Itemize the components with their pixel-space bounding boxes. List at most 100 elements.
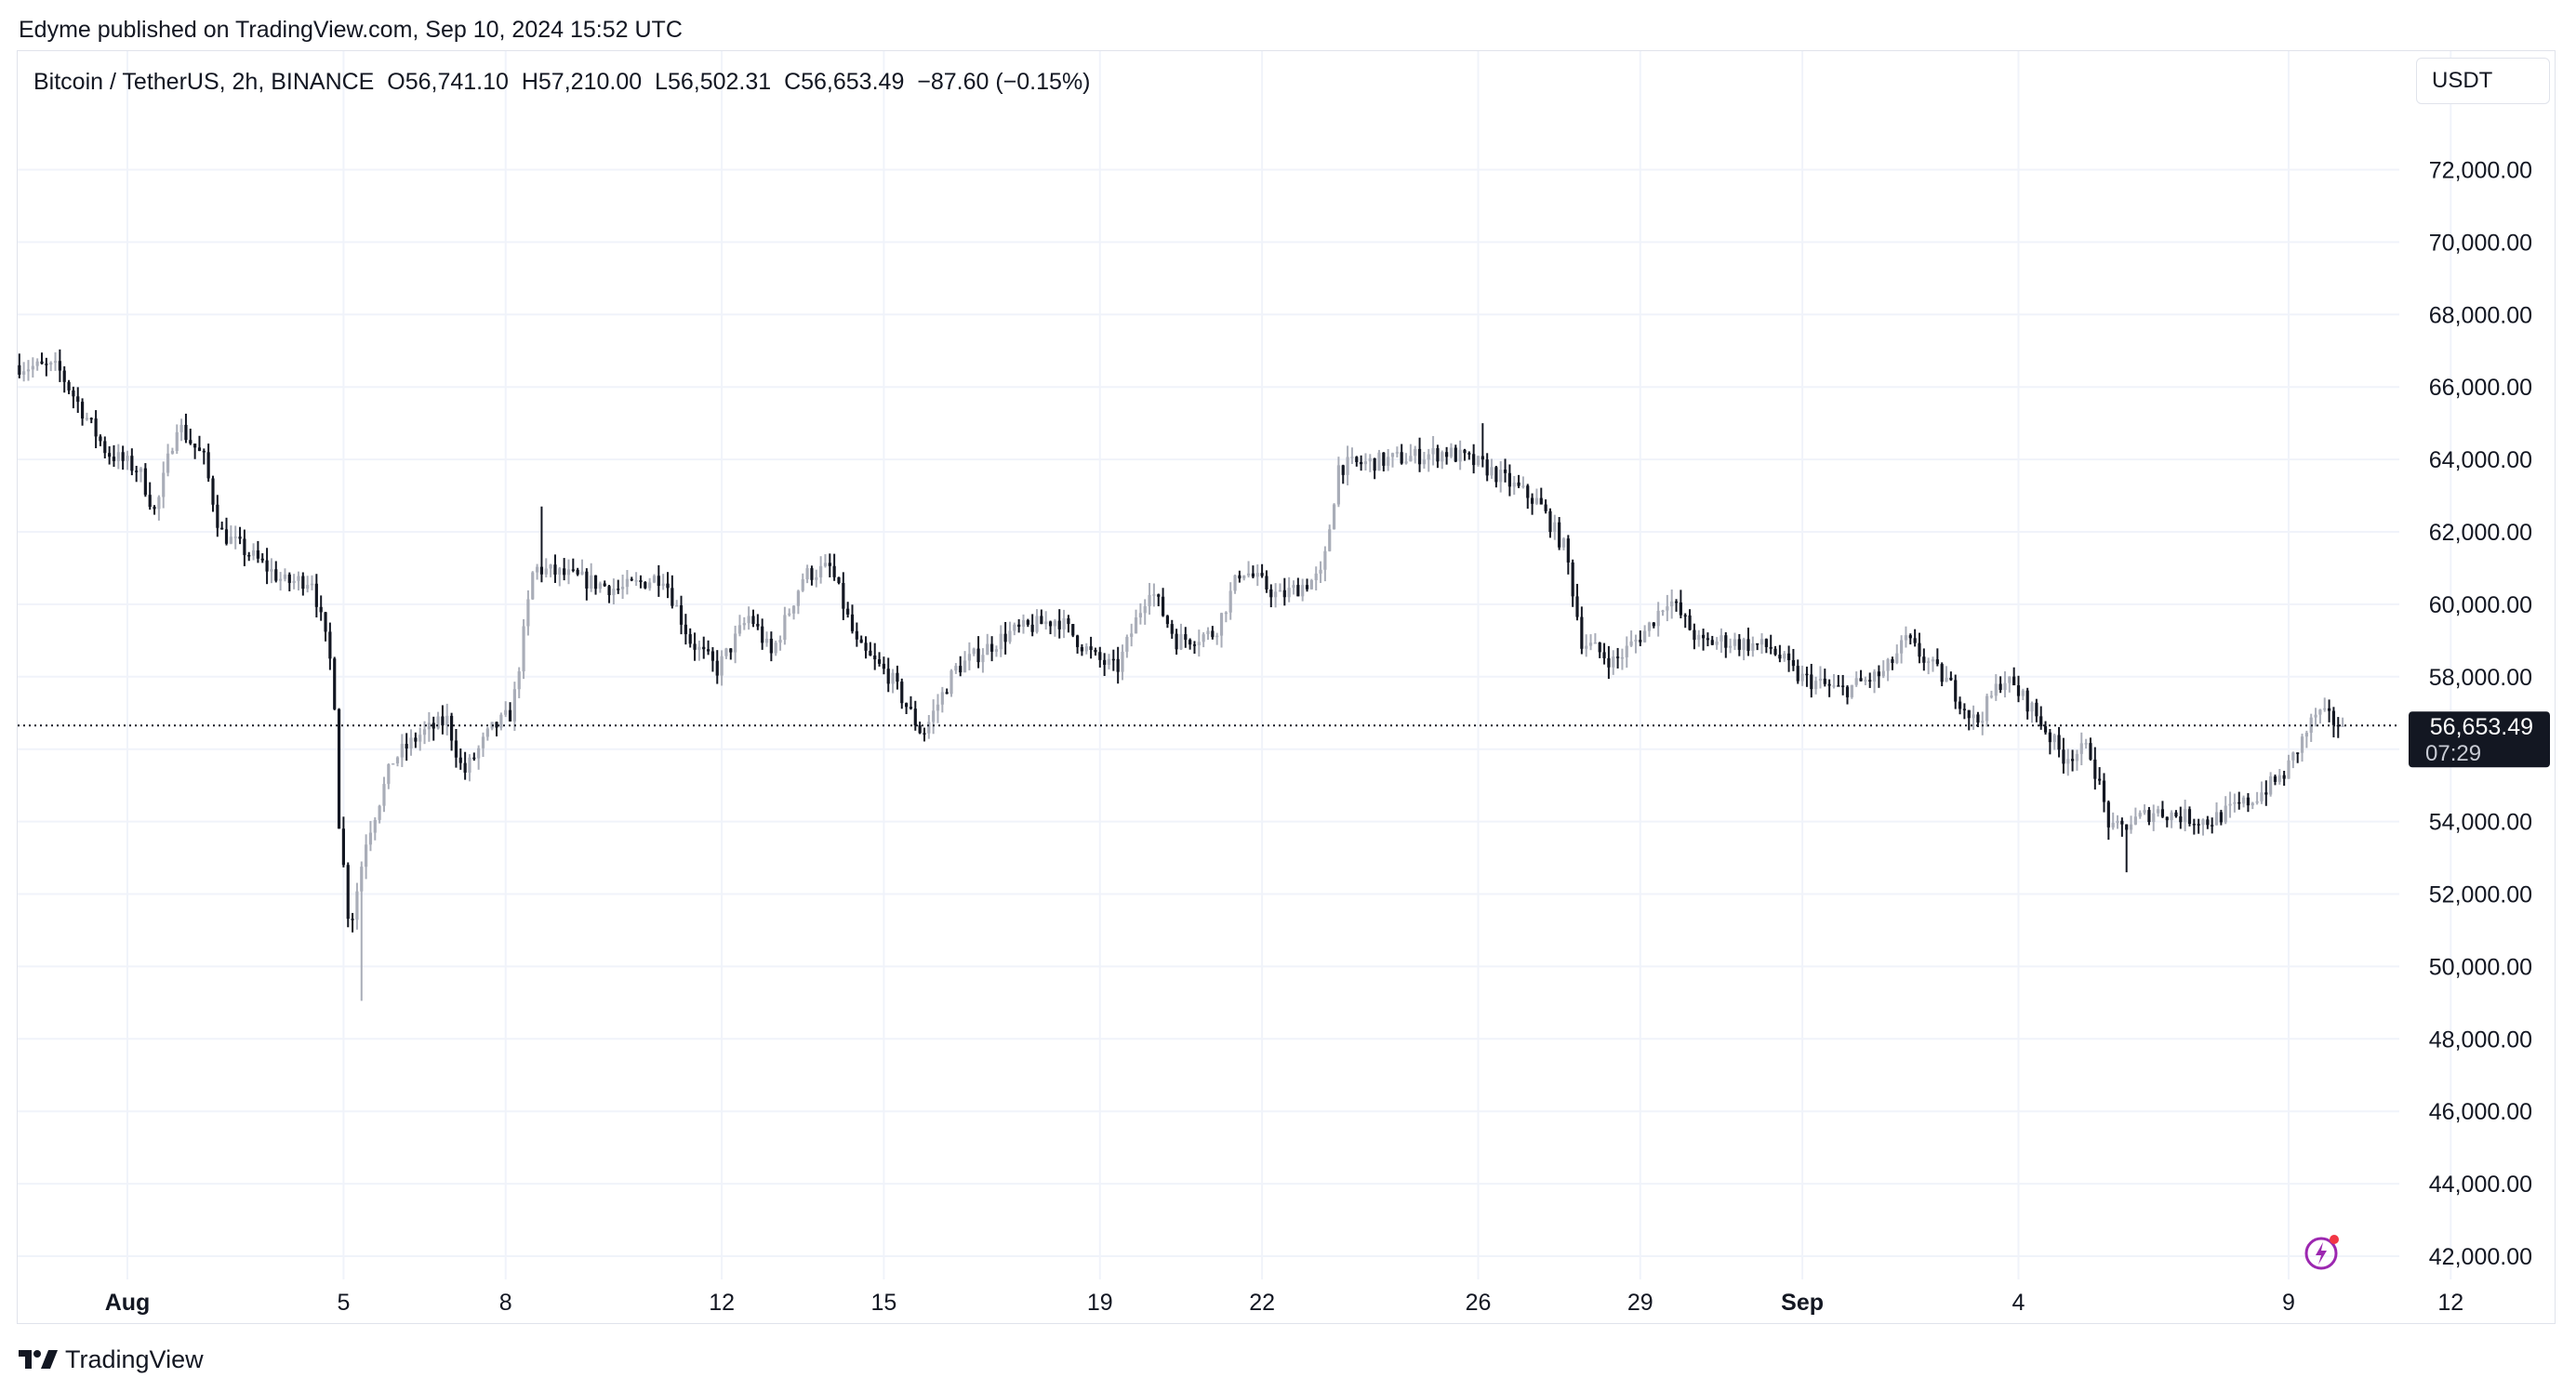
candle-body	[139, 468, 143, 472]
candle-body	[1481, 456, 1484, 460]
candle-body	[2035, 702, 2038, 717]
candle-body	[1301, 585, 1305, 597]
candle-body	[1458, 449, 1462, 462]
candle-body	[2264, 792, 2268, 795]
candle-body	[1796, 666, 1799, 682]
candle-body	[197, 447, 202, 451]
candle-body	[1756, 643, 1759, 645]
candle-body	[1084, 646, 1088, 652]
candle-body	[1017, 624, 1021, 628]
candle-body	[590, 575, 593, 589]
candle-body	[2318, 709, 2322, 715]
tradingview-logo-icon	[19, 1350, 58, 1369]
candle-body	[1067, 618, 1070, 625]
tradingview-brand[interactable]: TradingView	[19, 1343, 204, 1376]
candle-body	[1062, 618, 1066, 629]
candle-body	[297, 576, 300, 581]
currency-button[interactable]: USDT	[2416, 58, 2550, 104]
candle-body	[1309, 580, 1313, 590]
candle-body	[661, 583, 665, 587]
candle-body	[936, 704, 940, 711]
candle-body	[1531, 497, 1534, 504]
candle-body	[1224, 612, 1228, 615]
candle-body	[1071, 624, 1075, 636]
candle-body	[1211, 630, 1215, 638]
candlestick-series	[18, 349, 2344, 1001]
y-tick-label: 58,000.00	[2429, 665, 2532, 691]
candle-body	[130, 456, 134, 471]
candle-body	[35, 361, 39, 366]
candle-body	[2048, 732, 2052, 743]
candle-body	[900, 682, 904, 704]
candle-body	[72, 390, 75, 397]
candle-body	[1409, 456, 1413, 462]
candle-body	[1053, 620, 1056, 627]
candle-body	[788, 613, 791, 616]
candle-body	[2165, 816, 2169, 821]
candle-body	[1242, 575, 1246, 579]
candle-body	[314, 583, 318, 607]
y-tick-label: 42,000.00	[2429, 1244, 2532, 1270]
candle-body	[80, 402, 85, 419]
candle-body	[877, 659, 882, 664]
y-tick-label: 72,000.00	[2429, 158, 2532, 184]
candle-body	[2098, 778, 2102, 781]
candle-body	[270, 569, 273, 572]
candle-body	[940, 692, 944, 705]
candle-body	[233, 537, 237, 538]
x-tick-label: 29	[1627, 1290, 1653, 1316]
candle-body	[2187, 809, 2192, 824]
candle-body	[292, 580, 296, 583]
candle-body	[18, 364, 21, 375]
candle-body	[1639, 640, 1642, 643]
candle-body	[1098, 652, 1102, 660]
candle-body	[832, 565, 836, 577]
candle-body	[1427, 454, 1430, 460]
candle-body	[1449, 447, 1454, 457]
candle-body	[1729, 645, 1733, 648]
candle-body	[1026, 619, 1029, 625]
candle-body	[1759, 639, 1764, 645]
candle-body	[409, 737, 413, 748]
candle-body	[1972, 714, 1975, 719]
close-value: 56,653.49	[801, 69, 905, 95]
candle-body	[737, 625, 742, 634]
candle-body	[103, 441, 107, 454]
candle-body	[1346, 457, 1349, 475]
candle-body	[2079, 743, 2083, 754]
candle-body	[531, 572, 535, 600]
candle-body	[2291, 752, 2295, 761]
candle-body	[1868, 680, 1872, 682]
candle-body	[932, 710, 936, 722]
candle-body	[351, 919, 354, 921]
lightning-bolt-icon[interactable]	[2304, 1233, 2342, 1270]
candle-body	[31, 365, 34, 370]
candle-body	[972, 648, 976, 655]
candle-body	[26, 369, 31, 372]
candle-body	[1103, 659, 1107, 666]
candle-body	[1472, 454, 1476, 466]
candle-body	[1382, 452, 1386, 466]
candle-body	[2016, 685, 2021, 696]
y-tick-label: 54,000.00	[2429, 810, 2532, 836]
candle-body	[850, 614, 855, 631]
candle-body	[688, 634, 692, 644]
candle-body	[2219, 812, 2223, 823]
candle-body	[2156, 809, 2160, 814]
candle-body	[1661, 610, 1665, 613]
candle-body	[1998, 683, 2002, 691]
candle-body	[22, 371, 26, 375]
candle-body	[2093, 759, 2097, 779]
price-tag-box	[2409, 711, 2550, 768]
candle-body	[634, 580, 638, 582]
candle-body	[1629, 641, 1633, 646]
candle-body	[76, 396, 80, 403]
candle-body	[837, 576, 841, 584]
candle-body	[1864, 680, 1867, 682]
candle-body	[2030, 702, 2034, 712]
candle-body	[1823, 678, 1826, 684]
candle-body	[625, 578, 630, 588]
last-price-value: 56,653.49	[2430, 714, 2533, 740]
candle-body	[179, 424, 183, 432]
